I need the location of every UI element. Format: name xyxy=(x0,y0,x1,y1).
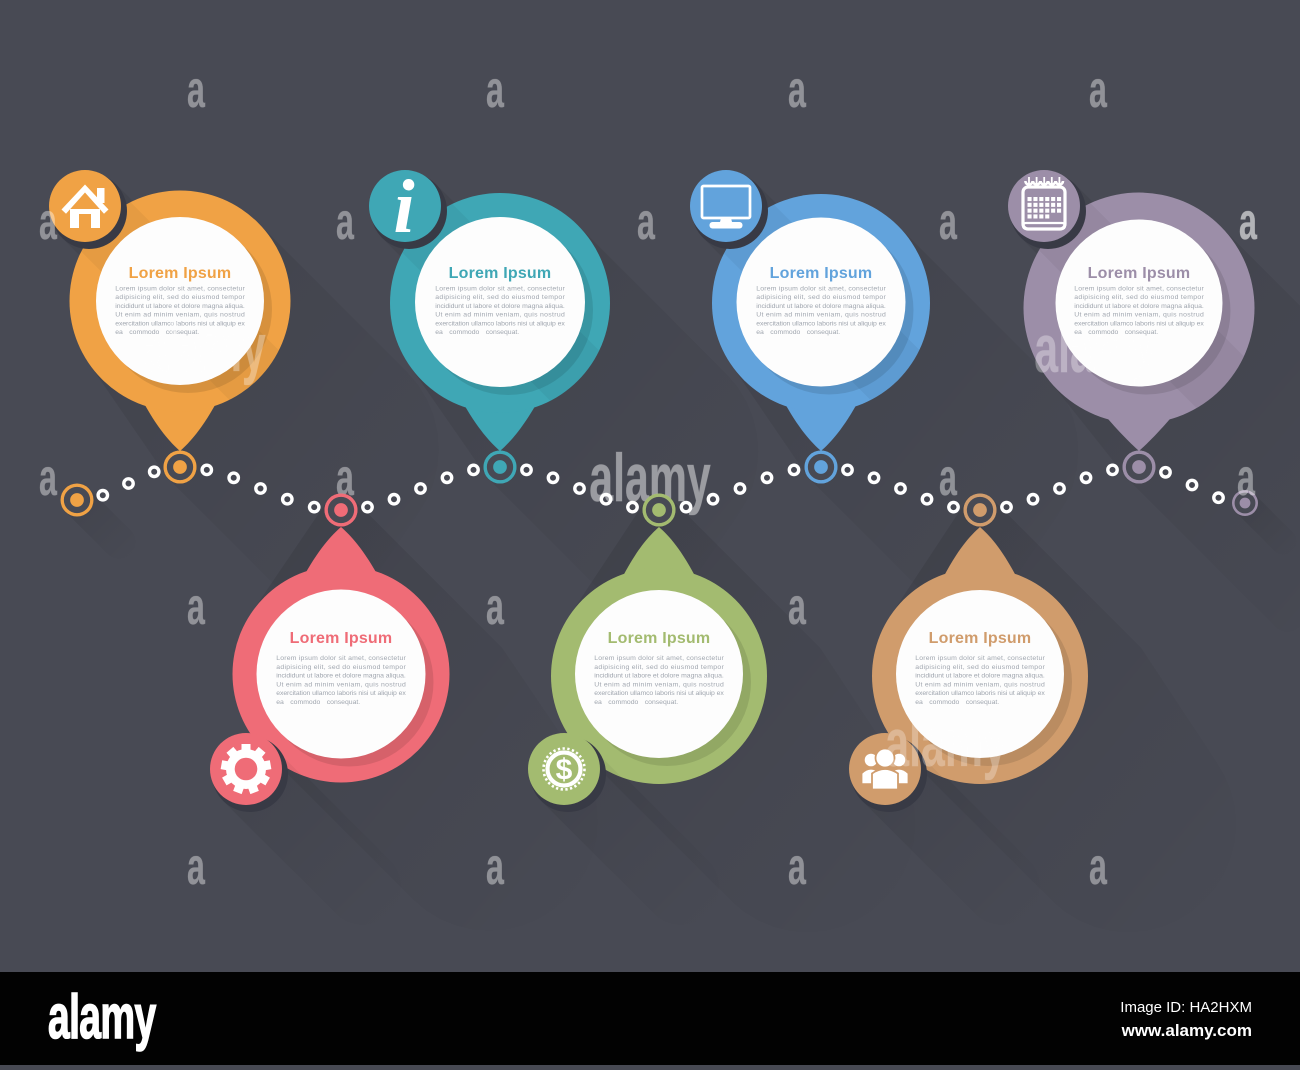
svg-text:Ut enim ad minim veniam, quis: Ut enim ad minim veniam, quis nostrud xyxy=(915,681,1045,688)
svg-text:www.alamy.com: www.alamy.com xyxy=(1121,1021,1252,1040)
svg-text:incididunt ut labore et dolore: incididunt ut labore et dolore magna ali… xyxy=(594,673,724,680)
svg-text:adipisicing elit, sed do eiusm: adipisicing elit, sed do eiusmod tempor xyxy=(435,294,565,301)
svg-text:a: a xyxy=(1237,449,1256,507)
svg-text:Lorem ipsum dolor sit amet, co: Lorem ipsum dolor sit amet, consectetur xyxy=(915,655,1045,662)
svg-text:Lorem Ipsum: Lorem Ipsum xyxy=(929,630,1032,647)
svg-text:ea commodo consequat.: ea commodo consequat. xyxy=(756,329,840,336)
svg-text:Lorem Ipsum: Lorem Ipsum xyxy=(290,630,393,647)
svg-text:Lorem Ipsum: Lorem Ipsum xyxy=(449,265,552,282)
svg-text:a: a xyxy=(39,449,58,507)
svg-text:alamy: alamy xyxy=(1034,312,1156,387)
svg-text:Lorem ipsum dolor sit amet, co: Lorem ipsum dolor sit amet, consectetur xyxy=(594,655,724,662)
svg-text:Lorem ipsum dolor sit amet, co: Lorem ipsum dolor sit amet, consectetur xyxy=(115,286,245,293)
svg-text:incididunt ut labore et dolore: incididunt ut labore et dolore magna ali… xyxy=(756,303,886,310)
svg-text:i: i xyxy=(393,165,414,249)
svg-text:ea commodo consequat.: ea commodo consequat. xyxy=(915,699,999,706)
svg-text:adipisicing elit, sed do eiusm: adipisicing elit, sed do eiusmod tempor xyxy=(1074,294,1204,301)
svg-text:$: $ xyxy=(556,754,573,787)
svg-text:incididunt ut labore et dolore: incididunt ut labore et dolore magna ali… xyxy=(435,303,565,310)
svg-text:a: a xyxy=(486,838,505,896)
svg-text:alamy: alamy xyxy=(144,311,266,386)
svg-text:a: a xyxy=(788,578,807,636)
svg-text:adipisicing elit, sed do eiusm: adipisicing elit, sed do eiusmod tempor xyxy=(915,664,1045,671)
svg-text:ea commodo consequat.: ea commodo consequat. xyxy=(276,699,360,706)
svg-text:a: a xyxy=(39,193,58,251)
svg-text:exercitation ullamco laboris n: exercitation ullamco laboris nisi ut ali… xyxy=(915,690,1045,697)
svg-text:a: a xyxy=(486,61,505,119)
svg-text:a: a xyxy=(637,193,656,251)
svg-text:exercitation ullamco laboris n: exercitation ullamco laboris nisi ut ali… xyxy=(435,320,565,327)
svg-text:adipisicing elit, sed do eiusm: adipisicing elit, sed do eiusmod tempor xyxy=(276,664,406,671)
svg-text:Lorem ipsum dolor sit amet, co: Lorem ipsum dolor sit amet, consectetur xyxy=(756,286,886,293)
svg-text:a: a xyxy=(939,193,958,251)
svg-text:ea commodo consequat.: ea commodo consequat. xyxy=(435,329,519,336)
svg-text:Image ID: HA2HXM: Image ID: HA2HXM xyxy=(1120,999,1252,1016)
svg-text:incididunt ut labore et dolore: incididunt ut labore et dolore magna ali… xyxy=(1074,303,1204,310)
svg-text:Ut enim ad minim veniam, quis: Ut enim ad minim veniam, quis nostrud xyxy=(594,681,724,688)
svg-text:a: a xyxy=(1239,193,1258,251)
svg-text:exercitation ullamco laboris n: exercitation ullamco laboris nisi ut ali… xyxy=(594,690,724,697)
svg-text:exercitation ullamco laboris n: exercitation ullamco laboris nisi ut ali… xyxy=(1074,320,1204,327)
svg-text:adipisicing elit, sed do eiusm: adipisicing elit, sed do eiusmod tempor xyxy=(756,294,886,301)
svg-text:ea commodo consequat.: ea commodo consequat. xyxy=(115,329,199,336)
svg-text:exercitation ullamco laboris n: exercitation ullamco laboris nisi ut ali… xyxy=(115,320,245,327)
svg-text:Ut enim ad minim veniam, quis: Ut enim ad minim veniam, quis nostrud xyxy=(115,312,245,319)
svg-text:Lorem Ipsum: Lorem Ipsum xyxy=(1088,265,1191,282)
svg-text:a: a xyxy=(939,449,958,507)
svg-text:a: a xyxy=(336,193,355,251)
svg-text:Ut enim ad minim veniam, quis: Ut enim ad minim veniam, quis nostrud xyxy=(435,312,565,319)
svg-text:alamy: alamy xyxy=(48,982,156,1051)
svg-text:a: a xyxy=(1089,61,1108,119)
svg-text:exercitation ullamco laboris n: exercitation ullamco laboris nisi ut ali… xyxy=(756,320,886,327)
svg-text:Lorem Ipsum: Lorem Ipsum xyxy=(129,265,232,282)
svg-text:adipisicing elit, sed do eiusm: adipisicing elit, sed do eiusmod tempor xyxy=(594,664,724,671)
svg-text:exercitation ullamco laboris n: exercitation ullamco laboris nisi ut ali… xyxy=(276,690,406,697)
svg-text:a: a xyxy=(1089,838,1108,896)
svg-text:Lorem Ipsum: Lorem Ipsum xyxy=(608,630,711,647)
svg-text:Lorem ipsum dolor sit amet, co: Lorem ipsum dolor sit amet, consectetur xyxy=(1074,286,1204,293)
svg-text:Ut enim ad minim veniam, quis: Ut enim ad minim veniam, quis nostrud xyxy=(1074,312,1204,319)
svg-text:a: a xyxy=(187,578,206,636)
svg-text:alamy: alamy xyxy=(885,706,1007,781)
svg-text:Lorem ipsum dolor sit amet, co: Lorem ipsum dolor sit amet, consectetur xyxy=(276,655,406,662)
svg-text:a: a xyxy=(187,61,206,119)
svg-text:Lorem ipsum dolor sit amet, co: Lorem ipsum dolor sit amet, consectetur xyxy=(435,286,565,293)
svg-text:adipisicing elit, sed do eiusm: adipisicing elit, sed do eiusmod tempor xyxy=(115,294,245,301)
svg-text:incididunt ut labore et dolore: incididunt ut labore et dolore magna ali… xyxy=(915,673,1045,680)
svg-text:incididunt ut labore et dolore: incididunt ut labore et dolore magna ali… xyxy=(276,673,406,680)
svg-text:incididunt ut labore et dolore: incididunt ut labore et dolore magna ali… xyxy=(115,303,245,310)
svg-text:Ut enim ad minim veniam, quis: Ut enim ad minim veniam, quis nostrud xyxy=(276,681,406,688)
svg-text:ea commodo consequat.: ea commodo consequat. xyxy=(1074,329,1158,336)
svg-text:a: a xyxy=(788,838,807,896)
svg-text:a: a xyxy=(187,838,206,896)
svg-text:a: a xyxy=(486,578,505,636)
svg-text:a: a xyxy=(788,61,807,119)
svg-text:Ut enim ad minim veniam, quis: Ut enim ad minim veniam, quis nostrud xyxy=(756,312,886,319)
svg-text:ea commodo consequat.: ea commodo consequat. xyxy=(594,699,678,706)
svg-text:Lorem Ipsum: Lorem Ipsum xyxy=(770,265,873,282)
svg-text:a: a xyxy=(336,449,355,507)
